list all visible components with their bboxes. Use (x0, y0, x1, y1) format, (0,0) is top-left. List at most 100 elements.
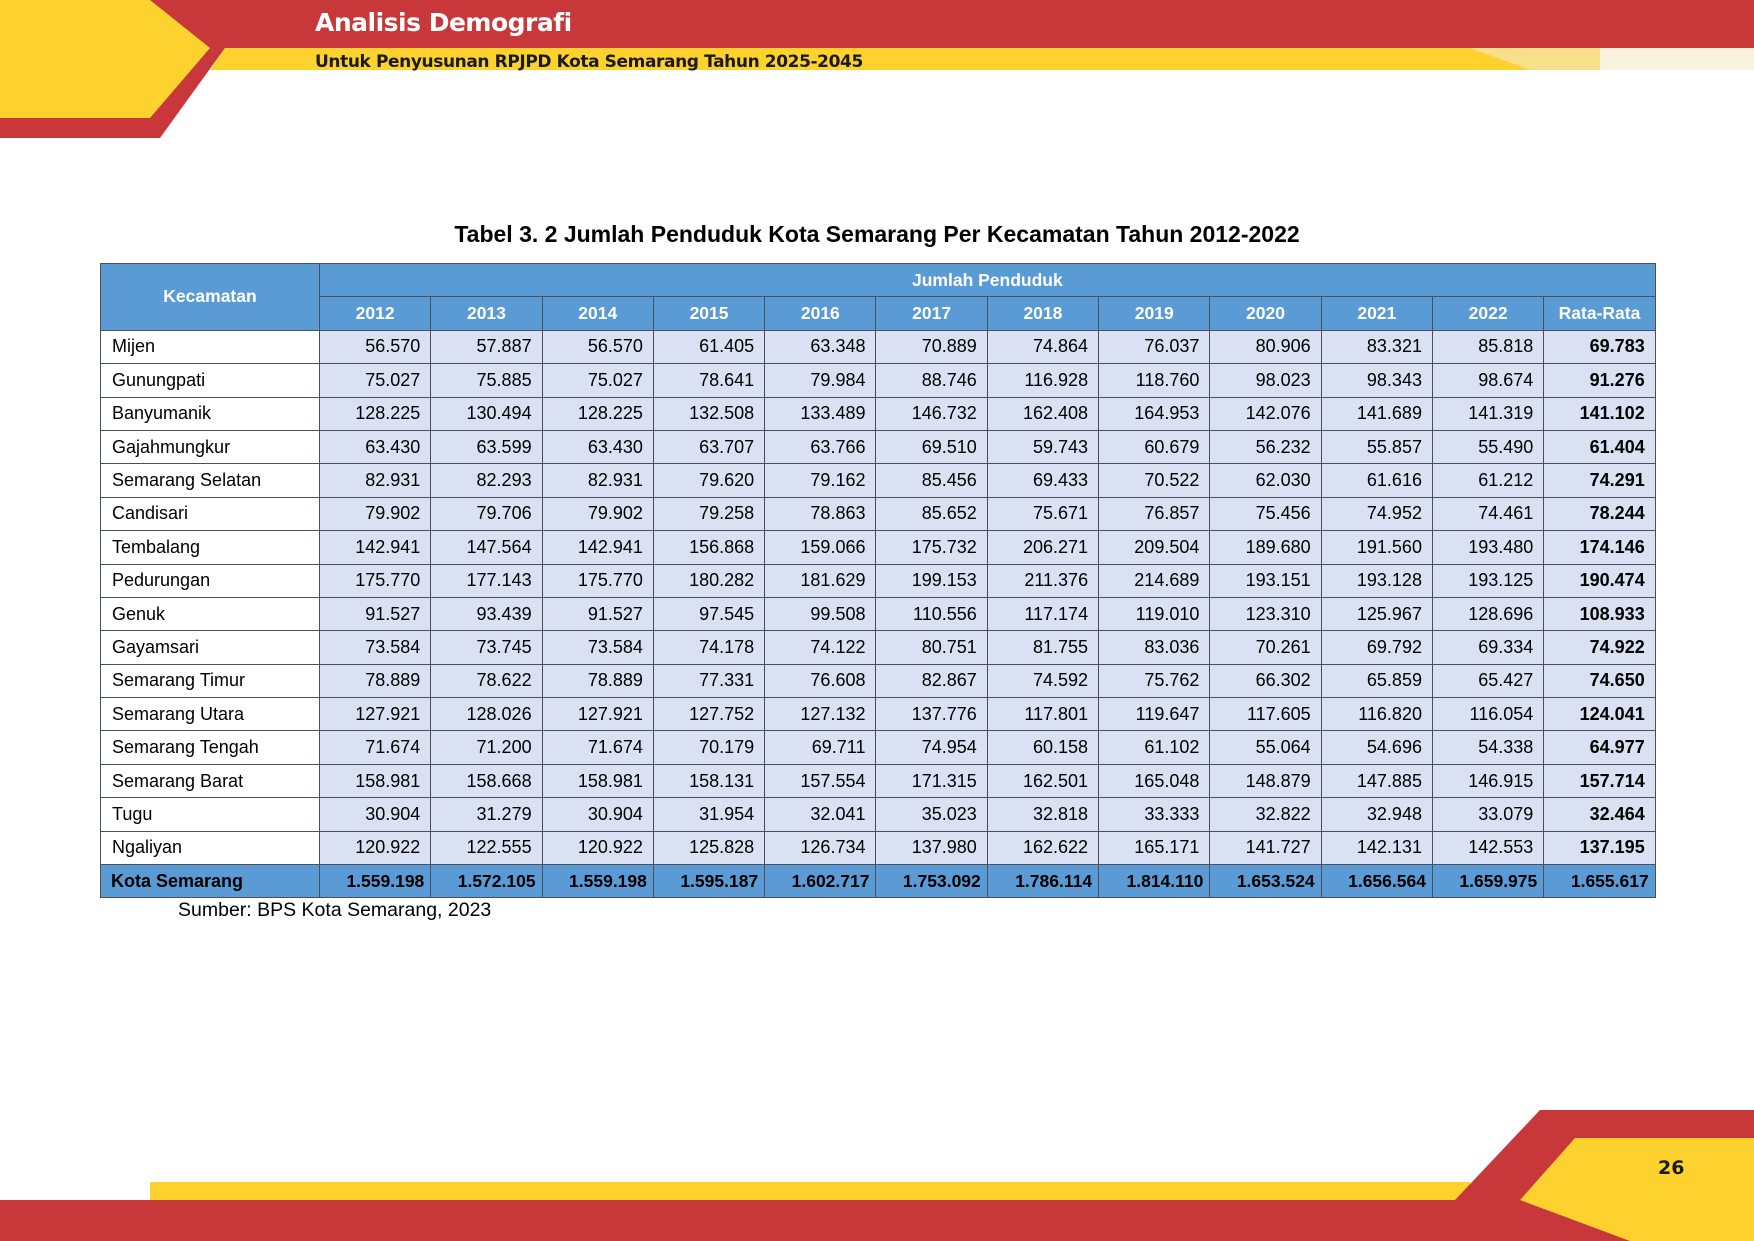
total-cell: 1.659.975 (1431, 864, 1545, 899)
total-label: Kota Semarang (100, 864, 320, 899)
population-cell: 33.333 (1098, 797, 1211, 832)
population-cell: 128.696 (1431, 596, 1545, 632)
population-cell: 75.762 (1098, 663, 1211, 699)
population-cell: 79.620 (652, 463, 766, 498)
population-cell: 60.679 (1098, 429, 1211, 465)
population-cell: 70.889 (875, 329, 988, 365)
population-cell: 32.041 (764, 797, 877, 832)
population-cell: 75.456 (1209, 496, 1322, 532)
population-cell: 74.461 (1431, 496, 1545, 532)
population-cell: 85.456 (875, 463, 988, 498)
district-name: Gunungpati (100, 363, 320, 398)
population-cell: 199.153 (875, 563, 988, 598)
population-cell: 141.727 (1209, 830, 1322, 866)
population-cell: 132.508 (652, 396, 766, 431)
average-cell: 190.474 (1543, 563, 1656, 598)
header-year: 2015 (652, 296, 766, 331)
population-cell: 76.608 (764, 663, 877, 699)
population-cell: 162.622 (986, 830, 1100, 866)
population-cell: 83.321 (1320, 329, 1433, 365)
population-cell: 63.430 (318, 429, 432, 465)
population-cell: 71.674 (541, 730, 654, 765)
population-cell: 75.027 (318, 363, 432, 398)
header-year: 2012 (318, 296, 432, 331)
population-cell: 126.734 (764, 830, 877, 866)
population-cell: 141.689 (1320, 396, 1433, 431)
population-cell: 74.954 (875, 730, 988, 765)
district-name: Tembalang (100, 530, 320, 565)
population-cell: 75.671 (986, 496, 1100, 532)
population-cell: 142.941 (318, 530, 432, 565)
table-row: Genuk 91.527 93.439 91.527 97.545 99.508 110.5… (100, 596, 1656, 632)
population-cell: 70.179 (652, 730, 766, 765)
table-row: Semarang Timur 78.889 78.622 78.889 77.331 76… (100, 663, 1656, 699)
total-cell: 1.653.524 (1209, 864, 1322, 899)
population-cell: 80.751 (875, 630, 988, 665)
table-row: Tugu 30.904 31.279 30.904 31.954 32.041 35.023… (100, 797, 1656, 832)
population-cell: 55.490 (1431, 429, 1545, 465)
population-cell: 117.174 (986, 596, 1100, 632)
header-years-row: 2012 2013 2014 2015 2016 2017 2018 2019 2020 2021… (101, 296, 1656, 331)
district-name: Ngaliyan (100, 830, 320, 866)
population-cell: 98.023 (1209, 363, 1322, 398)
table-body: Mijen 56.570 57.887 56.570 61.405 63.348 70.88… (100, 329, 1656, 866)
average-cell: 108.933 (1543, 596, 1656, 632)
population-cell: 148.879 (1209, 763, 1322, 799)
population-cell: 66.302 (1209, 663, 1322, 699)
population-cell: 61.616 (1320, 463, 1433, 498)
footer-banner (0, 1110, 1754, 1241)
header-year: 2013 (430, 296, 543, 331)
population-cell: 32.948 (1320, 797, 1433, 832)
population-cell: 122.555 (430, 830, 543, 866)
population-cell: 61.102 (1098, 730, 1211, 765)
population-cell: 63.707 (652, 429, 766, 465)
table-row: Mijen 56.570 57.887 56.570 61.405 63.348 70.88… (100, 329, 1656, 365)
population-cell: 147.564 (430, 530, 543, 565)
population-cell: 119.647 (1098, 697, 1211, 732)
population-cell: 193.125 (1431, 563, 1545, 598)
page-number: 26 (1658, 1157, 1685, 1179)
table-row: Ngaliyan 120.922 122.555 120.922 125.828 126.… (100, 830, 1656, 866)
table-row: Candisari 79.902 79.706 79.902 79.258 78.863 8… (100, 496, 1656, 532)
population-cell: 79.984 (764, 363, 877, 398)
population-cell: 74.122 (764, 630, 877, 665)
population-cell: 164.953 (1098, 396, 1211, 431)
total-cell: 1.814.110 (1098, 864, 1211, 899)
header-year: 2020 (1209, 296, 1322, 331)
total-cell: 1.656.564 (1320, 864, 1433, 899)
average-cell: 174.146 (1543, 530, 1656, 565)
population-cell: 82.931 (318, 463, 432, 498)
population-cell: 119.010 (1098, 596, 1211, 632)
population-cell: 171.315 (875, 763, 988, 799)
district-name: Candisari (100, 496, 320, 532)
header-year: 2014 (541, 296, 654, 331)
population-cell: 125.828 (652, 830, 766, 866)
total-cell: 1.559.198 (318, 864, 432, 899)
table-total-row: Kota Semarang 1.559.198 1.572.105 1.559.198… (100, 864, 1656, 899)
population-cell: 65.859 (1320, 663, 1433, 699)
average-cell: 69.783 (1543, 329, 1656, 365)
table-row: Gajahmungkur 63.430 63.599 63.430 63.707 63.7… (100, 429, 1656, 465)
population-cell: 74.592 (986, 663, 1100, 699)
population-cell: 159.066 (764, 530, 877, 565)
population-cell: 157.554 (764, 763, 877, 799)
population-cell: 74.864 (986, 329, 1100, 365)
population-cell: 85.818 (1431, 329, 1545, 365)
district-name: Semarang Barat (100, 763, 320, 799)
population-cell: 99.508 (764, 596, 877, 632)
population-cell: 82.867 (875, 663, 988, 699)
population-cell: 76.037 (1098, 329, 1211, 365)
population-cell: 158.981 (318, 763, 432, 799)
population-cell: 56.232 (1209, 429, 1322, 465)
population-cell: 123.310 (1209, 596, 1322, 632)
source-note: Sumber: BPS Kota Semarang, 2023 (178, 899, 492, 921)
population-cell: 62.030 (1209, 463, 1322, 498)
table-header: Kecamatan Jumlah Penduduk 2012 2013 2014 20… (100, 262, 1656, 331)
population-cell: 133.489 (764, 396, 877, 431)
average-cell: 74.650 (1543, 663, 1656, 699)
population-cell: 70.261 (1209, 630, 1322, 665)
average-cell: 157.714 (1543, 763, 1656, 799)
population-cell: 127.752 (652, 697, 766, 732)
population-cell: 142.076 (1209, 396, 1322, 431)
header-year: 2017 (875, 296, 988, 331)
